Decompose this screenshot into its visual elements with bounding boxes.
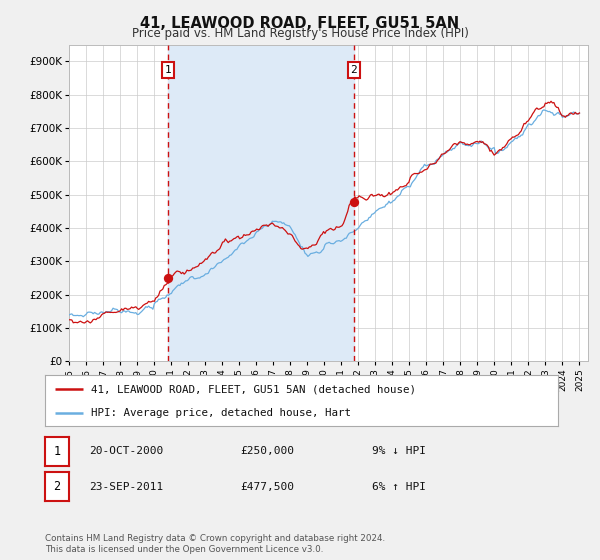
Bar: [167, 45, 353, 361]
Text: Contains HM Land Registry data © Crown copyright and database right 2024.
This d: Contains HM Land Registry data © Crown c…: [45, 534, 385, 554]
Text: £250,000: £250,000: [240, 446, 294, 456]
Text: Price paid vs. HM Land Registry's House Price Index (HPI): Price paid vs. HM Land Registry's House …: [131, 27, 469, 40]
Text: 20-OCT-2000: 20-OCT-2000: [89, 446, 163, 456]
Text: 41, LEAWOOD ROAD, FLEET, GU51 5AN: 41, LEAWOOD ROAD, FLEET, GU51 5AN: [140, 16, 460, 31]
Text: 9% ↓ HPI: 9% ↓ HPI: [372, 446, 426, 456]
Text: 2: 2: [350, 65, 357, 75]
Text: 1: 1: [164, 65, 171, 75]
Point: [163, 273, 172, 282]
Text: 41, LEAWOOD ROAD, FLEET, GU51 5AN (detached house): 41, LEAWOOD ROAD, FLEET, GU51 5AN (detac…: [91, 384, 416, 394]
Text: 2: 2: [53, 480, 61, 493]
Text: 1: 1: [53, 445, 61, 458]
Text: £477,500: £477,500: [240, 482, 294, 492]
Point: [349, 198, 358, 207]
Text: HPI: Average price, detached house, Hart: HPI: Average price, detached house, Hart: [91, 408, 351, 418]
Text: 23-SEP-2011: 23-SEP-2011: [89, 482, 163, 492]
Text: 6% ↑ HPI: 6% ↑ HPI: [372, 482, 426, 492]
